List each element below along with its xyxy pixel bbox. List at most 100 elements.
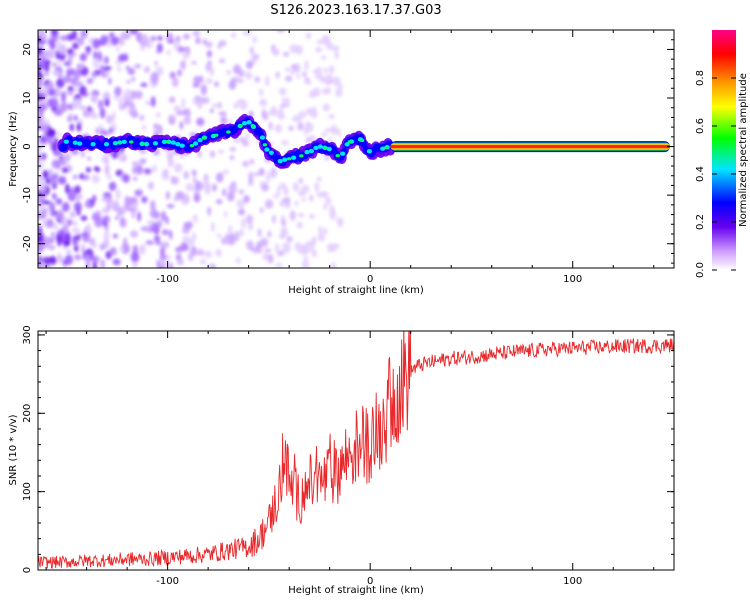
snr-y-tick-label: 100 bbox=[22, 482, 33, 501]
noise-speckle bbox=[281, 219, 287, 227]
noise-speckle bbox=[80, 151, 85, 158]
noise-speckle bbox=[183, 116, 191, 125]
noise-speckle bbox=[41, 49, 51, 55]
spectrogram-x-ticks: -100 0 100 bbox=[45, 30, 655, 285]
noise-speckle bbox=[92, 58, 100, 69]
noise-speckle bbox=[160, 210, 166, 222]
ridge-blob-core bbox=[77, 141, 83, 146]
noise-speckle bbox=[57, 131, 62, 137]
noise-speckle bbox=[122, 174, 130, 183]
noise-speckle bbox=[303, 255, 309, 263]
noise-speckle bbox=[115, 188, 121, 200]
noise-speckle bbox=[85, 45, 92, 53]
noise-speckle bbox=[78, 85, 87, 96]
noise-speckle bbox=[281, 228, 287, 237]
noise-speckle bbox=[209, 150, 216, 158]
noise-speckle bbox=[301, 184, 310, 194]
noise-speckle bbox=[139, 44, 145, 52]
noise-speckle bbox=[90, 255, 100, 263]
noise-speckle bbox=[119, 216, 125, 225]
noise-speckle bbox=[126, 79, 131, 85]
noise-speckle bbox=[237, 208, 246, 216]
noise-speckle bbox=[51, 62, 57, 68]
noise-speckle bbox=[114, 86, 122, 97]
noise-speckle bbox=[103, 66, 112, 71]
noise-speckle bbox=[55, 198, 63, 205]
noise-speckle bbox=[154, 60, 158, 67]
noise-speckle bbox=[236, 199, 245, 209]
noise-speckle bbox=[276, 30, 285, 33]
noise-speckle bbox=[83, 174, 90, 181]
ridge-blob-core bbox=[170, 140, 176, 145]
noise-speckle bbox=[165, 191, 170, 200]
snr-x-tick-label: 100 bbox=[563, 576, 582, 587]
noise-speckle bbox=[41, 137, 48, 143]
ridge-blob-peak bbox=[335, 153, 340, 158]
noise-speckle bbox=[324, 127, 332, 133]
spectrogram-x-tick-label: -100 bbox=[156, 274, 179, 285]
noise-speckle bbox=[38, 87, 46, 94]
noise-speckle bbox=[138, 114, 145, 121]
noise-speckle bbox=[99, 64, 104, 75]
noise-speckle bbox=[61, 160, 66, 165]
snr-y-tick-label: 0 bbox=[22, 567, 33, 573]
noise-speckle bbox=[48, 88, 57, 97]
noise-speckle bbox=[304, 79, 312, 85]
snr-y-tick-label: 200 bbox=[22, 404, 33, 423]
noise-speckle bbox=[295, 45, 304, 55]
noise-speckle bbox=[113, 95, 119, 101]
noise-speckle bbox=[85, 166, 92, 173]
noise-speckle bbox=[108, 77, 112, 85]
figure-title: S126.2023.163.17.37.G03 bbox=[270, 3, 441, 18]
noise-speckle bbox=[197, 149, 202, 158]
noise-speckle bbox=[176, 110, 184, 116]
noise-speckle bbox=[134, 91, 142, 99]
noise-speckle bbox=[259, 88, 264, 97]
noise-speckle bbox=[185, 221, 193, 229]
noise-speckle bbox=[99, 129, 107, 136]
noise-speckle bbox=[242, 160, 250, 168]
noise-speckle bbox=[38, 114, 45, 121]
noise-speckle bbox=[296, 63, 301, 74]
noise-speckle bbox=[40, 30, 47, 42]
noise-speckle bbox=[186, 112, 191, 118]
noise-speckle bbox=[321, 132, 328, 137]
noise-speckle bbox=[51, 159, 61, 169]
noise-speckle bbox=[272, 48, 280, 57]
noise-speckle bbox=[74, 185, 81, 195]
noise-speckle bbox=[55, 233, 63, 243]
noise-speckle bbox=[131, 166, 138, 174]
noise-speckle bbox=[84, 254, 92, 263]
colorbar-tick-label: 0.0 bbox=[695, 262, 706, 278]
noise-speckle bbox=[59, 103, 65, 110]
ridge-blob-core bbox=[197, 138, 203, 143]
noise-speckle bbox=[168, 157, 175, 166]
noise-speckle bbox=[161, 171, 170, 181]
noise-speckle bbox=[109, 247, 117, 256]
noise-speckle bbox=[106, 114, 113, 124]
noise-speckle bbox=[53, 109, 63, 116]
noise-speckle bbox=[233, 231, 240, 242]
noise-speckle bbox=[289, 69, 296, 75]
ridge-blob-peak bbox=[201, 136, 207, 140]
noise-speckle bbox=[312, 106, 317, 114]
noise-speckle bbox=[38, 110, 41, 117]
noise-speckle bbox=[259, 100, 268, 107]
noise-speckle bbox=[294, 241, 301, 252]
noise-speckle bbox=[50, 141, 58, 152]
noise-speckle bbox=[269, 255, 274, 261]
colorbar-tick-label: 0.6 bbox=[695, 118, 706, 134]
noise-speckle bbox=[259, 207, 264, 213]
noise-speckle bbox=[38, 77, 43, 89]
noise-speckle bbox=[249, 246, 255, 252]
noise-speckle bbox=[55, 39, 61, 51]
noise-speckle bbox=[290, 64, 296, 70]
noise-speckle bbox=[220, 237, 228, 245]
noise-speckle bbox=[271, 214, 276, 224]
noise-speckle bbox=[272, 194, 280, 199]
ridge-blob-peak bbox=[323, 146, 328, 150]
noise-speckle bbox=[106, 174, 112, 180]
noise-speckle bbox=[333, 76, 341, 87]
noise-speckle bbox=[222, 188, 227, 197]
noise-speckle bbox=[190, 60, 198, 65]
